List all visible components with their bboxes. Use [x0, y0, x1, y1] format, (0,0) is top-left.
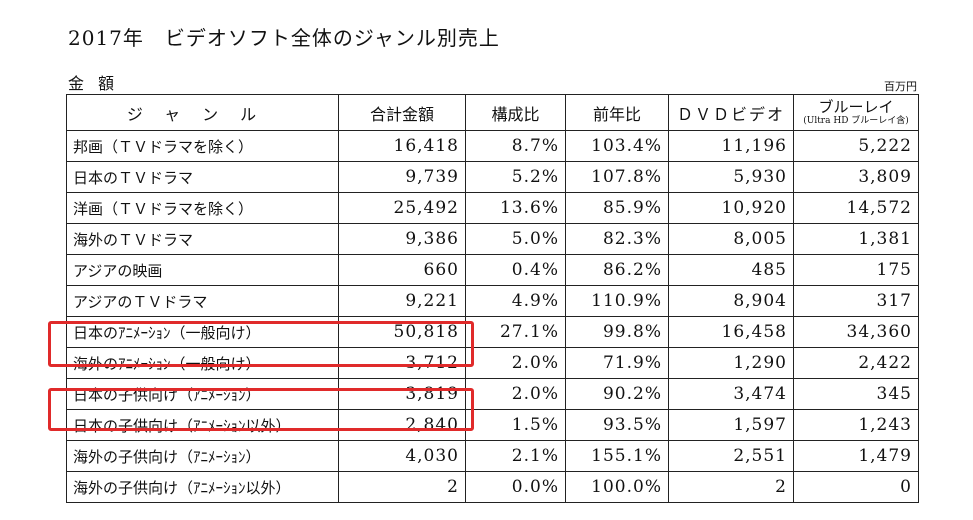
section-label: 金額 [68, 74, 129, 93]
cell-share: 2.1% [465, 440, 566, 472]
table-row: アジアの映画 660 0.4% 86.2% 485 175 [66, 254, 919, 286]
cell-genre: 洋画（ＴＶドラマを除く） [66, 192, 339, 224]
highlight-box-anime-general [48, 321, 474, 367]
cell-yoy: 100.0% [565, 471, 669, 503]
cell-genre: 海外の子供向け（ｱﾆﾒｰｼｮﾝ以外） [66, 471, 339, 503]
cell-total: 660 [338, 254, 466, 286]
cell-dvd: 3,474 [668, 378, 794, 410]
cell-genre: 邦画（ＴＶドラマを除く） [66, 130, 339, 162]
cell-bluray: 1,381 [793, 223, 919, 255]
header-total: 合計金額 [338, 94, 466, 131]
cell-genre: アジアのＴＶドラマ [66, 285, 339, 317]
table-row: 邦画（ＴＶドラマを除く） 16,418 8.7% 103.4% 11,196 5,222 [66, 130, 919, 162]
page-title: 2017年 ビデオソフト全体のジャンル別売上 [68, 26, 500, 50]
header-row: ジャンル 合計金額 構成比 前年比 ＤＶＤビデオ ブルーレイ (Ultra HD… [66, 94, 919, 131]
cell-genre: 日本のＴＶドラマ [66, 161, 339, 193]
table-row: 海外の子供向け（ｱﾆﾒｰｼｮﾝ） 4,030 2.1% 155.1% 2,551 1,47… [66, 440, 919, 472]
cell-total: 25,492 [338, 192, 466, 224]
header-share: 構成比 [465, 94, 566, 131]
cell-bluray: 14,572 [793, 192, 919, 224]
cell-total: 16,418 [338, 130, 466, 162]
cell-share: 2.0% [465, 347, 566, 379]
cell-share: 5.2% [465, 161, 566, 193]
cell-share: 8.7% [465, 130, 566, 162]
cell-yoy: 107.8% [565, 161, 669, 193]
cell-total: 9,386 [338, 223, 466, 255]
cell-dvd: 485 [668, 254, 794, 286]
cell-share: 5.0% [465, 223, 566, 255]
header-dvd: ＤＶＤビデオ [668, 94, 794, 131]
header-genre: ジャンル [66, 94, 339, 131]
table-row: 海外のＴＶドラマ 9,386 5.0% 82.3% 8,005 1,381 [66, 223, 919, 255]
cell-dvd: 8,904 [668, 285, 794, 317]
sales-table: ジャンル 合計金額 構成比 前年比 ＤＶＤビデオ ブルーレイ (Ultra HD… [66, 94, 919, 503]
cell-yoy: 99.8% [565, 316, 669, 348]
cell-bluray: 3,809 [793, 161, 919, 193]
cell-bluray: 317 [793, 285, 919, 317]
cell-genre: 海外のｱﾆﾒｰｼｮﾝ（一般向け） [66, 347, 339, 379]
cell-share: 13.6% [465, 192, 566, 224]
cell-share: 0.4% [465, 254, 566, 286]
cell-total: 9,221 [338, 285, 466, 317]
cell-dvd: 5,930 [668, 161, 794, 193]
cell-total: 2 [338, 471, 466, 503]
cell-genre: アジアの映画 [66, 254, 339, 286]
header-yoy: 前年比 [565, 94, 669, 131]
cell-yoy: 85.9% [565, 192, 669, 224]
cell-share: 0.0% [465, 471, 566, 503]
table-row: 洋画（ＴＶドラマを除く） 25,492 13.6% 85.9% 10,920 14,572 [66, 192, 919, 224]
cell-yoy: 90.2% [565, 378, 669, 410]
cell-yoy: 71.9% [565, 347, 669, 379]
cell-dvd: 16,458 [668, 316, 794, 348]
cell-dvd: 2,551 [668, 440, 794, 472]
cell-dvd: 11,196 [668, 130, 794, 162]
cell-bluray: 175 [793, 254, 919, 286]
cell-bluray: 34,360 [793, 316, 919, 348]
table-row: 海外の子供向け（ｱﾆﾒｰｼｮﾝ以外） 2 0.0% 100.0% 2 0 [66, 471, 919, 503]
unit-label: 百万円 [884, 80, 917, 93]
cell-yoy: 86.2% [565, 254, 669, 286]
cell-dvd: 10,920 [668, 192, 794, 224]
cell-dvd: 1,290 [668, 347, 794, 379]
header-bluray-note: (Ultra HD ブルーレイ含) [803, 115, 909, 126]
cell-dvd: 1,597 [668, 409, 794, 441]
header-bluray-label: ブルーレイ [818, 97, 894, 116]
cell-bluray: 1,479 [793, 440, 919, 472]
header-bluray: ブルーレイ (Ultra HD ブルーレイ含) [793, 94, 919, 131]
cell-yoy: 155.1% [565, 440, 669, 472]
cell-total: 3,712 [338, 347, 466, 379]
cell-share: 27.1% [465, 316, 566, 348]
cell-dvd: 8,005 [668, 223, 794, 255]
cell-yoy: 103.4% [565, 130, 669, 162]
cell-share: 1.5% [465, 409, 566, 441]
cell-yoy: 82.3% [565, 223, 669, 255]
cell-total: 9,739 [338, 161, 466, 193]
cell-genre: 海外のＴＶドラマ [66, 223, 339, 255]
cell-yoy: 93.5% [565, 409, 669, 441]
table-row: 海外のｱﾆﾒｰｼｮﾝ（一般向け） 3,712 2.0% 71.9% 1,290 2,422 [66, 347, 919, 379]
cell-yoy: 110.9% [565, 285, 669, 317]
cell-bluray: 5,222 [793, 130, 919, 162]
table-row: 日本のｱﾆﾒｰｼｮﾝ（一般向け） 50,818 27.1% 99.8% 16,458 34… [66, 316, 919, 348]
cell-total: 4,030 [338, 440, 466, 472]
cell-dvd: 2 [668, 471, 794, 503]
cell-genre: 海外の子供向け（ｱﾆﾒｰｼｮﾝ） [66, 440, 339, 472]
cell-bluray: 345 [793, 378, 919, 410]
table-row: アジアのＴＶドラマ 9,221 4.9% 110.9% 8,904 317 [66, 285, 919, 317]
highlight-box-kids-anime [48, 388, 474, 431]
cell-bluray: 0 [793, 471, 919, 503]
cell-bluray: 2,422 [793, 347, 919, 379]
table-row: 日本のＴＶドラマ 9,739 5.2% 107.8% 5,930 3,809 [66, 161, 919, 193]
cell-share: 4.9% [465, 285, 566, 317]
cell-bluray: 1,243 [793, 409, 919, 441]
cell-share: 2.0% [465, 378, 566, 410]
